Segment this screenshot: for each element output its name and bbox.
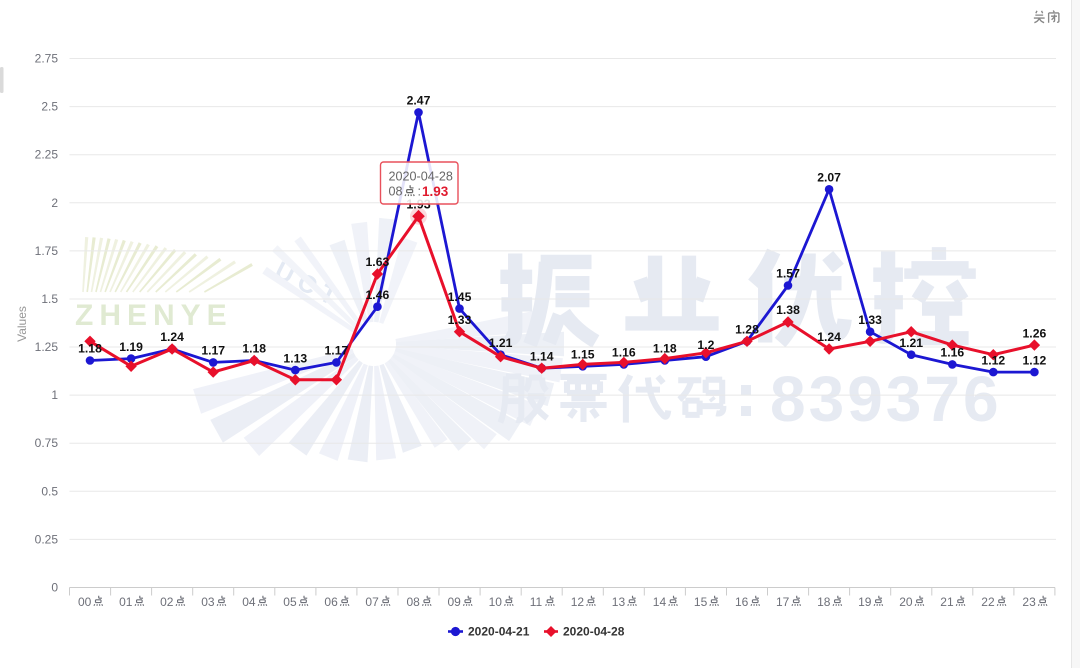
- svg-text:1.16: 1.16: [612, 346, 636, 360]
- svg-text:1.24: 1.24: [160, 330, 184, 344]
- svg-text:1.33: 1.33: [448, 313, 472, 327]
- svg-text:12: 12: [571, 595, 585, 609]
- svg-text:17: 17: [776, 595, 790, 609]
- svg-text:1.18: 1.18: [653, 342, 677, 356]
- svg-text:1.13: 1.13: [283, 351, 307, 365]
- svg-text:14: 14: [653, 595, 667, 609]
- svg-text:1.45: 1.45: [448, 290, 472, 304]
- svg-text:21: 21: [940, 595, 954, 609]
- svg-text:0: 0: [51, 581, 58, 595]
- svg-text:23: 23: [1022, 595, 1036, 609]
- svg-text:1.21: 1.21: [489, 336, 513, 350]
- svg-text:1.33: 1.33: [858, 313, 882, 327]
- svg-text:1.93: 1.93: [422, 184, 449, 199]
- svg-text:1.18: 1.18: [78, 342, 102, 356]
- svg-text:Values: Values: [15, 306, 29, 342]
- svg-text:1.26: 1.26: [1023, 326, 1047, 340]
- svg-text:2.75: 2.75: [35, 52, 59, 66]
- svg-text:1.17: 1.17: [201, 344, 225, 358]
- svg-text:2.47: 2.47: [407, 94, 431, 108]
- svg-text:1.63: 1.63: [366, 255, 390, 269]
- svg-text:1.19: 1.19: [119, 340, 143, 354]
- svg-text:2.07: 2.07: [817, 171, 841, 185]
- svg-text:04: 04: [242, 595, 256, 609]
- svg-text:1.16: 1.16: [940, 346, 964, 360]
- svg-text:1.12: 1.12: [1023, 353, 1047, 367]
- svg-text:1.2: 1.2: [697, 338, 714, 352]
- svg-text:1.18: 1.18: [242, 342, 266, 356]
- svg-text:13: 13: [612, 595, 626, 609]
- svg-text:1.57: 1.57: [776, 267, 800, 281]
- svg-text:08: 08: [407, 595, 421, 609]
- svg-text:16: 16: [735, 595, 749, 609]
- svg-text:ZHENYE: ZHENYE: [75, 299, 233, 332]
- svg-text:1.12: 1.12: [981, 353, 1005, 367]
- svg-text:08: 08: [389, 185, 403, 199]
- svg-text:0.5: 0.5: [41, 484, 58, 498]
- svg-text:1: 1: [51, 388, 58, 402]
- svg-text:22: 22: [981, 595, 995, 609]
- svg-text:10: 10: [489, 595, 503, 609]
- svg-text:1.5: 1.5: [41, 292, 58, 306]
- svg-text:06: 06: [324, 595, 338, 609]
- svg-text:2020-04-28: 2020-04-28: [563, 625, 625, 639]
- svg-text:1.15: 1.15: [571, 348, 595, 362]
- svg-text:09: 09: [448, 595, 462, 609]
- svg-text:1.38: 1.38: [776, 303, 800, 317]
- svg-text:1.14: 1.14: [530, 349, 554, 363]
- svg-text:02: 02: [160, 595, 174, 609]
- svg-text:00: 00: [78, 595, 92, 609]
- svg-text:1.46: 1.46: [366, 288, 390, 302]
- svg-text:1.24: 1.24: [817, 330, 841, 344]
- svg-text:2020-04-28: 2020-04-28: [389, 170, 453, 184]
- svg-text::: :: [418, 185, 422, 199]
- svg-text:01: 01: [119, 595, 133, 609]
- svg-text:20: 20: [899, 595, 913, 609]
- svg-text:15: 15: [694, 595, 708, 609]
- svg-text:2.25: 2.25: [35, 148, 59, 162]
- svg-text:07: 07: [365, 595, 379, 609]
- svg-text:2.5: 2.5: [41, 100, 58, 114]
- svg-text:05: 05: [283, 595, 297, 609]
- svg-text:1.21: 1.21: [899, 336, 923, 350]
- svg-text:839376: 839376: [770, 363, 1002, 435]
- svg-text:1.25: 1.25: [35, 340, 59, 354]
- svg-text:18: 18: [817, 595, 831, 609]
- svg-text:2020-04-21: 2020-04-21: [468, 625, 530, 639]
- svg-text:1.17: 1.17: [325, 344, 349, 358]
- svg-text:0.75: 0.75: [35, 436, 59, 450]
- svg-text:19: 19: [858, 595, 872, 609]
- svg-text:1.75: 1.75: [35, 244, 59, 258]
- svg-text:1.28: 1.28: [735, 323, 759, 337]
- svg-text:03: 03: [201, 595, 215, 609]
- svg-text:0.25: 0.25: [35, 532, 59, 546]
- svg-text:11: 11: [530, 595, 543, 609]
- svg-text:2: 2: [51, 196, 58, 210]
